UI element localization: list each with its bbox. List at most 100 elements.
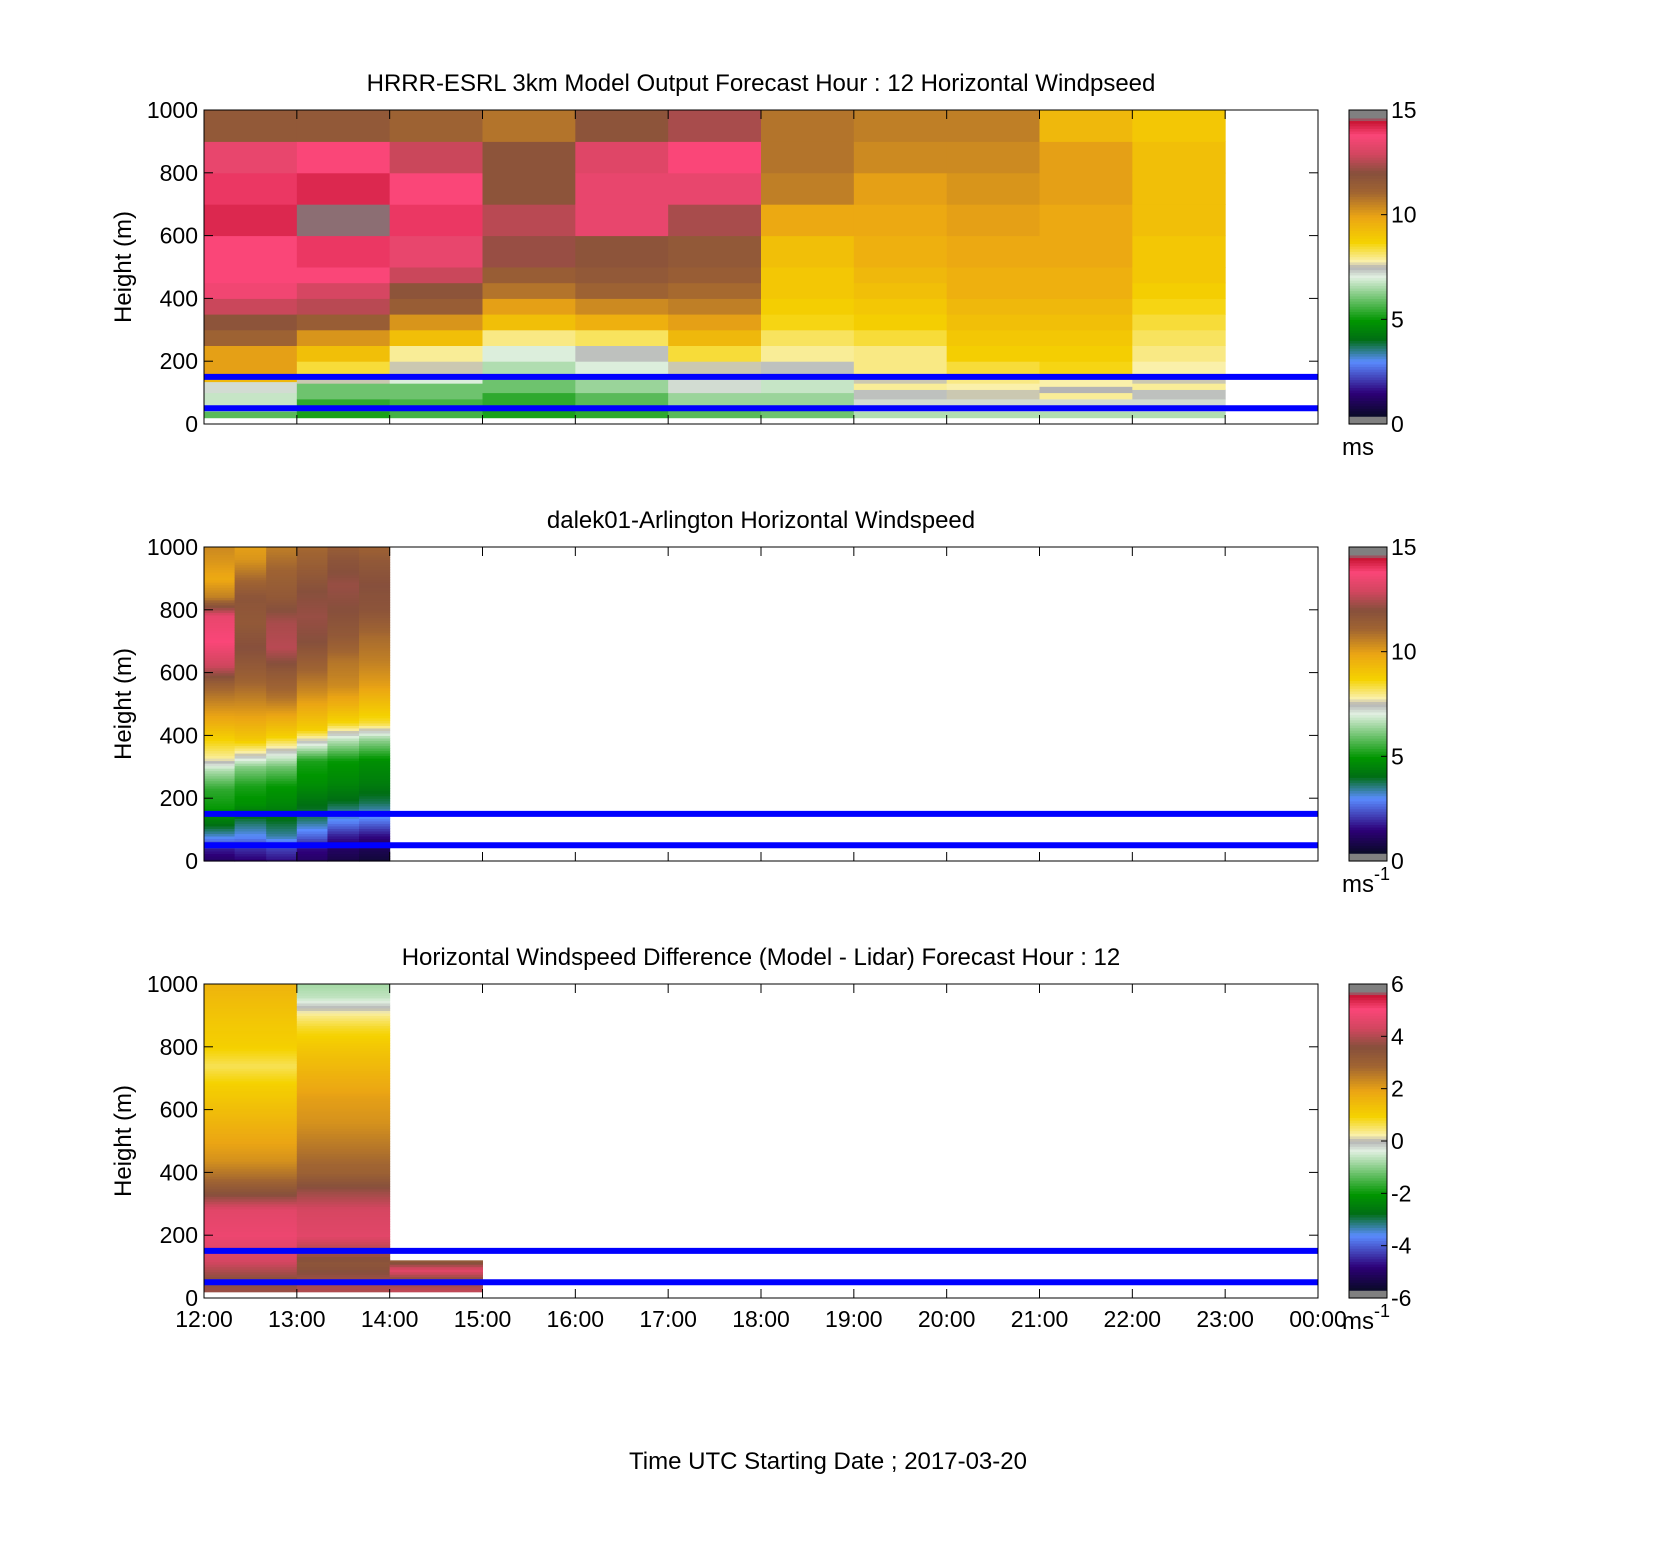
- colorbar-segment: [1349, 701, 1387, 705]
- heatmap-cell: [482, 361, 576, 375]
- heatmap-cell: [327, 697, 360, 701]
- colorbar-segment: [1349, 1133, 1387, 1137]
- heatmap-cell: [204, 1040, 298, 1044]
- colorbar-segment: [1349, 264, 1387, 268]
- heatmap-cell: [359, 637, 391, 641]
- colorbar-segment: [1349, 217, 1387, 221]
- heatmap-cell: [296, 1113, 391, 1117]
- heatmap-cell: [204, 1198, 298, 1202]
- heatmap-cell: [266, 707, 298, 711]
- colorbar-segment: [1349, 306, 1387, 310]
- heatmap-cell: [204, 1138, 298, 1142]
- colorbar-segment: [1349, 382, 1387, 386]
- heatmap-cell: [296, 1130, 391, 1135]
- heatmap-cell: [234, 833, 267, 837]
- heatmap-cell: [266, 634, 298, 639]
- heatmap-cell: [359, 672, 391, 676]
- heatmap-cell: [327, 597, 360, 601]
- colorbar-segment: [1349, 238, 1387, 242]
- y-axis-label: Height (m): [110, 648, 137, 760]
- heatmap-cell: [204, 1125, 298, 1130]
- colorbar-tick-label: -4: [1391, 1233, 1412, 1259]
- colorbar-segment: [1349, 1261, 1387, 1265]
- colorbar-segment: [1349, 567, 1387, 572]
- heatmap-cell: [234, 607, 267, 611]
- heatmap-cell: [234, 697, 267, 701]
- colorbar-segment: [1349, 246, 1387, 250]
- colorbar-segment: [1349, 821, 1387, 825]
- heatmap-cell: [296, 1274, 391, 1278]
- heatmap-cell: [234, 597, 267, 601]
- heatmap-cell: [234, 722, 267, 726]
- heatmap-cell: [234, 612, 267, 616]
- colorbar-segment: [1349, 554, 1387, 559]
- colorbar-segment: [1349, 1028, 1387, 1032]
- heatmap-cell: [327, 634, 360, 639]
- colorbar-segment: [1349, 1004, 1387, 1009]
- colorbar-segment: [1349, 596, 1387, 600]
- heatmap-cell: [1039, 298, 1133, 315]
- heatmap-cell: [296, 1093, 391, 1097]
- colorbar-segment: [1349, 387, 1387, 391]
- colorbar-tick-label: 0: [1391, 411, 1404, 437]
- heatmap-cells: [204, 984, 483, 1293]
- heatmap-cell: [204, 1238, 298, 1243]
- colorbar-segment: [1349, 1224, 1387, 1228]
- colorbar-segment: [1349, 787, 1387, 791]
- colorbar-segment: [1349, 991, 1387, 996]
- heatmap-cell: [327, 554, 360, 558]
- heatmap-cell: [946, 267, 1040, 284]
- panel-title: Horizontal Windspeed Difference (Model -…: [402, 944, 1121, 971]
- heatmap-cell: [327, 730, 360, 734]
- heatmap-cell: [359, 657, 391, 661]
- x-tick-label: 21:00: [1011, 1306, 1069, 1332]
- heatmap-cell: [296, 1005, 391, 1009]
- heatmap-cell: [359, 579, 391, 583]
- colorbar-segment: [1349, 986, 1387, 990]
- heatmap-cell: [234, 584, 267, 588]
- heatmap-cell: [296, 562, 328, 566]
- heatmap-cell: [359, 609, 391, 613]
- heatmap-cell: [296, 830, 328, 834]
- heatmap-cell: [761, 392, 855, 406]
- heatmap-cell: [266, 778, 298, 782]
- colorbar-segment: [1349, 588, 1387, 593]
- colorbar-segment: [1349, 308, 1387, 313]
- heatmap-cell: [204, 655, 236, 659]
- heatmap-cell: [668, 141, 762, 174]
- heatmap-cell: [389, 1260, 483, 1263]
- colorbar-segment: [1349, 615, 1387, 619]
- heatmap-cell: [296, 1191, 391, 1195]
- heatmap-cell: [234, 614, 267, 618]
- heatmap-cell: [296, 838, 328, 842]
- heatmap-cell: [204, 1259, 298, 1263]
- heatmap-cell: [296, 567, 328, 571]
- heatmap-cell: [204, 282, 298, 299]
- colorbar-segment: [1349, 845, 1387, 849]
- heatmap-cell: [204, 1093, 298, 1097]
- heatmap-cell: [389, 1269, 483, 1273]
- heatmap-cell: [327, 763, 360, 767]
- heatmap-cell: [296, 1015, 391, 1019]
- heatmap-cell: [234, 589, 267, 593]
- heatmap-cell: [296, 1223, 391, 1228]
- colorbar-segment: [1349, 704, 1387, 708]
- heatmap-cell: [359, 584, 391, 588]
- colorbar-segment: [1349, 811, 1387, 815]
- colorbar-segment: [1349, 301, 1387, 305]
- heatmap-cell: [327, 680, 360, 684]
- heatmap-cell: [204, 1095, 298, 1099]
- heatmap-cell: [204, 1000, 298, 1004]
- heatmap-cell: [296, 604, 328, 608]
- colorbar-segment: [1349, 601, 1387, 606]
- heatmap-cell: [327, 800, 360, 804]
- heatmap-cell: [204, 1128, 298, 1132]
- colorbar-segment: [1349, 1112, 1387, 1116]
- colorbar-segment: [1349, 1012, 1387, 1016]
- colorbar-segment: [1349, 738, 1387, 742]
- heatmap-cell: [296, 735, 328, 739]
- heatmap-cell: [359, 622, 391, 626]
- heatmap-cell: [359, 722, 391, 726]
- heatmap-cell: [204, 141, 298, 174]
- heatmap-cell: [266, 803, 298, 807]
